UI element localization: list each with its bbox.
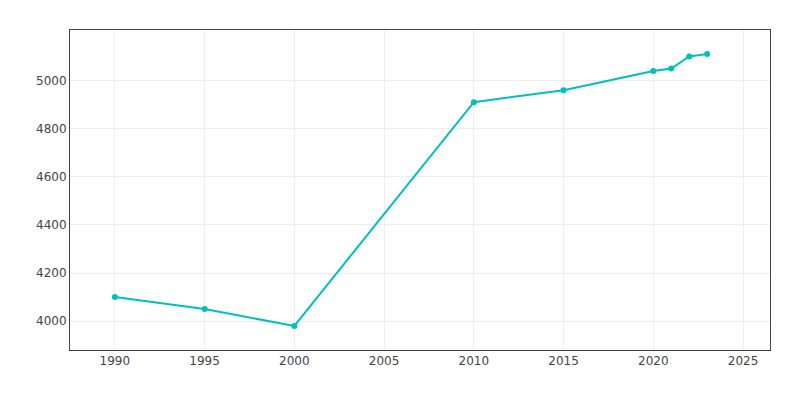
svg-text:4600: 4600 <box>36 170 67 184</box>
svg-text:2025: 2025 <box>728 354 759 368</box>
svg-text:2015: 2015 <box>548 354 579 368</box>
svg-text:1995: 1995 <box>189 354 220 368</box>
svg-text:2000: 2000 <box>279 354 310 368</box>
svg-text:5000: 5000 <box>36 74 67 88</box>
svg-text:4800: 4800 <box>36 122 67 136</box>
svg-text:1990: 1990 <box>100 354 131 368</box>
svg-text:2020: 2020 <box>638 354 669 368</box>
svg-text:2010: 2010 <box>459 354 490 368</box>
svg-text:2005: 2005 <box>369 354 400 368</box>
svg-text:4000: 4000 <box>36 314 67 328</box>
svg-text:4200: 4200 <box>36 266 67 280</box>
svg-text:4400: 4400 <box>36 218 67 232</box>
